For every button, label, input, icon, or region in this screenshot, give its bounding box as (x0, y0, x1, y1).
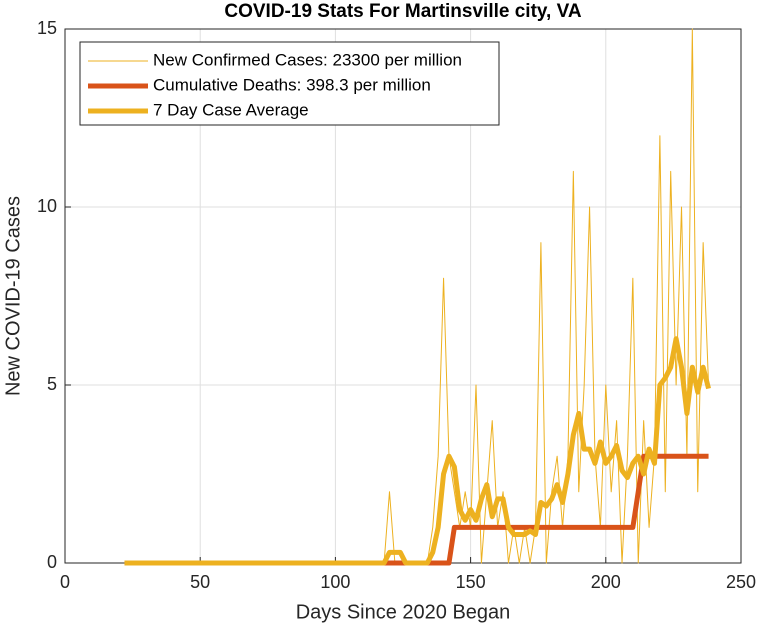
legend-box (79, 41, 500, 126)
legend-label: New Confirmed Cases: 23300 per million (153, 50, 462, 69)
x-tick-label: 50 (190, 572, 210, 592)
x-tick-label: 0 (60, 572, 70, 592)
x-tick-label: 100 (320, 572, 350, 592)
x-tick-label: 250 (726, 572, 756, 592)
y-tick-label: 0 (47, 552, 57, 572)
y-tick-label: 10 (37, 196, 57, 216)
x-tick-label: 150 (456, 572, 486, 592)
legend-label: Cumulative Deaths: 398.3 per million (153, 75, 431, 94)
y-axis-label: New COVID-19 Cases (2, 196, 24, 396)
y-tick-label: 5 (47, 374, 57, 394)
x-axis-label: Days Since 2020 Began (296, 601, 511, 623)
chart-title: COVID-19 Stats For Martinsville city, VA (224, 1, 582, 22)
legend-label: 7 Day Case Average (153, 100, 309, 119)
y-tick-label: 15 (37, 18, 57, 38)
x-tick-label: 200 (591, 572, 621, 592)
series-line (124, 336, 711, 566)
